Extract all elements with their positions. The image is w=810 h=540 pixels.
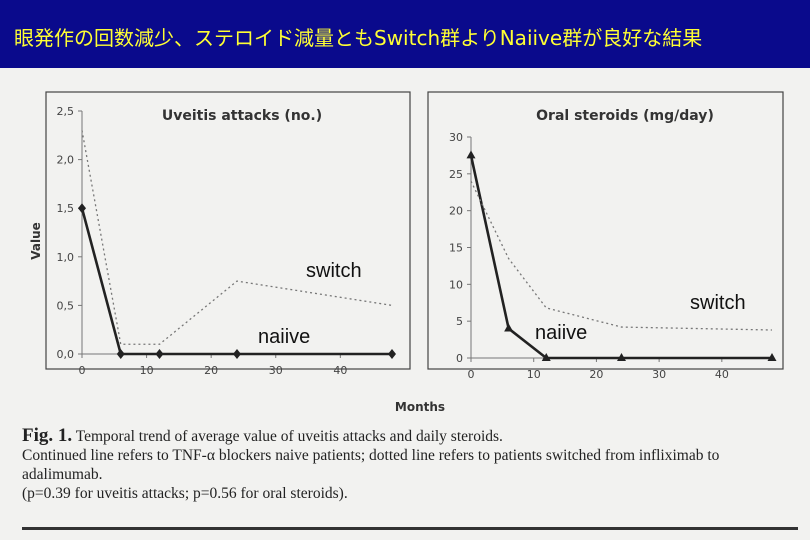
data-point-marker <box>155 349 164 359</box>
banner-title: 眼発作の回数減少、ステロイド減量ともSwitch群よりNaiive群が良好な結果 <box>14 26 703 50</box>
chart-2-plot: 0 5 10 15 20 25 30 0 10 20 30 40 <box>449 131 777 381</box>
chart-2-frame <box>427 91 784 370</box>
data-point-marker <box>466 150 476 159</box>
data-point-marker <box>767 353 777 361</box>
chart-1-ylabel: Value <box>29 222 43 260</box>
series-line-switch <box>470 180 773 331</box>
x-tick-label: 20 <box>204 364 218 377</box>
y-tick-label: 0,5 <box>57 299 75 312</box>
data-point-marker <box>504 323 514 332</box>
y-tick-label: 10 <box>449 278 463 291</box>
y-tick-label: 30 <box>449 131 463 144</box>
y-tick-label: 15 <box>449 242 463 255</box>
y-tick-label: 0,0 <box>57 348 75 361</box>
x-axis-label: Months <box>395 400 445 414</box>
y-tick-label: 1,0 <box>57 251 75 264</box>
caption-line-2: Continued line refers to TNF-α blockers … <box>22 447 720 483</box>
x-tick-label: 40 <box>333 364 347 377</box>
x-tick-label: 20 <box>589 368 603 381</box>
y-tick-label: 20 <box>449 205 463 218</box>
bottom-rule <box>22 527 798 530</box>
naiive-label-left: naiive <box>258 326 310 348</box>
title-banner: 眼発作の回数減少、ステロイド減量ともSwitch群よりNaiive群が良好な結果 <box>0 0 810 68</box>
caption-line-3: (p=0.39 for uveitis attacks; p=0.56 for … <box>22 485 348 502</box>
chart-1-plot: 0,0 0,5 1,0 1,5 2,0 2,5 0 10 20 30 40 <box>57 105 396 377</box>
caption-line-1: Fig. 1. Temporal trend of average value … <box>22 426 802 446</box>
switch-label-right: switch <box>690 292 746 314</box>
x-tick-label: 10 <box>527 368 541 381</box>
x-tick-label: 0 <box>468 368 475 381</box>
chart-1-title: Uveitis attacks (no.) <box>162 108 322 124</box>
y-tick-label: 2,5 <box>57 105 75 118</box>
data-point-marker <box>233 349 241 359</box>
series-line-switch <box>81 130 393 345</box>
data-point-marker <box>116 349 125 359</box>
data-point-marker <box>388 349 396 359</box>
chart-2-title: Oral steroids (mg/day) <box>536 108 714 124</box>
x-tick-label: 40 <box>715 368 729 381</box>
y-tick-label: 2,0 <box>57 154 75 167</box>
data-point-marker <box>541 353 551 361</box>
x-tick-label: 0 <box>79 364 86 377</box>
caption-line-1-text: Temporal trend of average value of uveit… <box>72 428 503 445</box>
data-point-marker <box>617 353 626 361</box>
data-point-marker <box>78 203 86 214</box>
x-tick-label: 30 <box>652 368 666 381</box>
x-tick-label: 30 <box>269 364 283 377</box>
caption-fig-label: Fig. 1. <box>22 425 73 446</box>
naiive-label-right: naiive <box>535 322 587 344</box>
y-tick-label: 25 <box>449 168 463 181</box>
charts-area: Uveitis attacks (no.) Value 0,0 0,5 1,0 1,5… <box>29 91 784 414</box>
y-tick-label: 1,5 <box>57 202 75 215</box>
figure-caption: Fig. 1. Temporal trend of average value … <box>22 426 802 503</box>
chart-1-frame <box>45 91 411 370</box>
switch-label-left: switch <box>306 260 362 282</box>
y-tick-label: 5 <box>456 315 463 328</box>
y-tick-label: 0 <box>456 352 463 365</box>
x-tick-label: 10 <box>140 364 154 377</box>
